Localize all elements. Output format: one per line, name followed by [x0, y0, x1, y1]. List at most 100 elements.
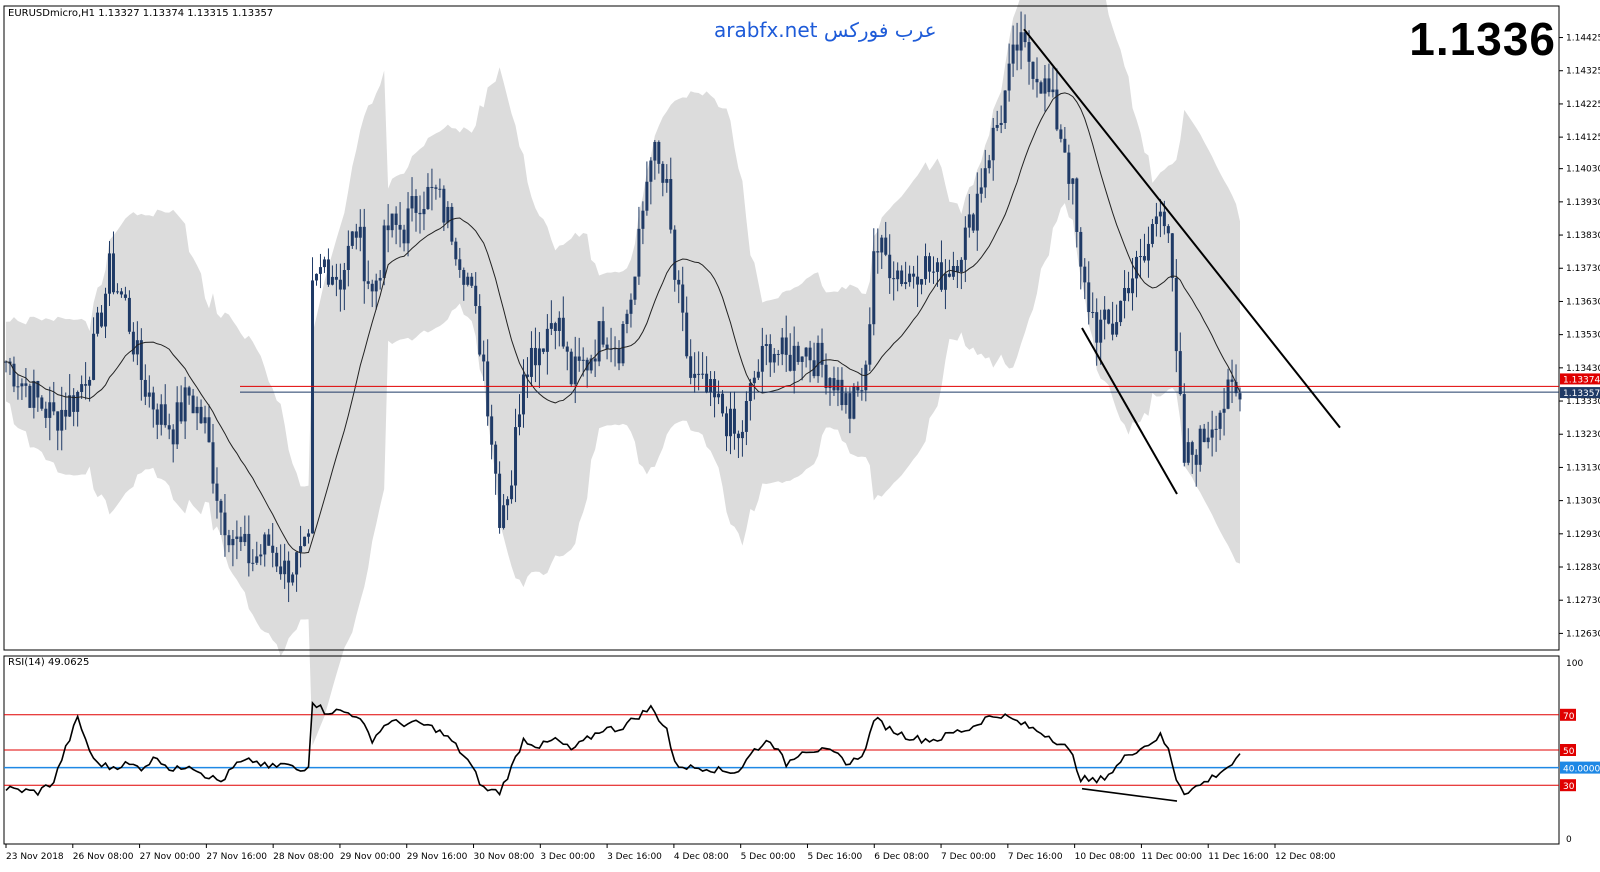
- candle-body: [1039, 82, 1043, 94]
- candle-body: [1194, 454, 1198, 465]
- candle-body: [56, 411, 60, 431]
- candle-body: [939, 262, 943, 290]
- time-tick-label: 6 Dec 08:00: [874, 852, 929, 862]
- candle-body: [1202, 428, 1206, 443]
- candle-body: [529, 347, 533, 377]
- symbol-info: EURUSDmicro,H1 1.13327 1.13374 1.13315 1…: [8, 8, 274, 19]
- candle-body: [446, 206, 450, 223]
- candle-body: [971, 214, 975, 231]
- candle-body: [959, 259, 963, 272]
- candle-body: [398, 224, 402, 230]
- candle-body: [271, 545, 275, 553]
- time-tick-label: 4 Dec 08:00: [674, 852, 729, 862]
- candle-body: [502, 505, 506, 528]
- candle-body: [888, 254, 892, 279]
- candle-body: [681, 284, 685, 313]
- candle-body: [713, 379, 717, 398]
- candle-body: [585, 359, 589, 371]
- candle-body: [28, 385, 32, 408]
- candle-body: [80, 384, 84, 392]
- candle-body: [788, 354, 792, 371]
- candle-body: [756, 371, 760, 378]
- candle-body: [1003, 90, 1007, 123]
- candle-body: [263, 534, 267, 555]
- candle-body: [362, 226, 366, 282]
- candle-body: [378, 277, 382, 281]
- candle-body: [418, 212, 422, 215]
- candle-body: [231, 538, 235, 546]
- candle-body: [410, 196, 414, 209]
- candle-body: [139, 340, 143, 380]
- candle-body: [1111, 323, 1115, 335]
- candle-body: [1031, 61, 1035, 79]
- candle-body: [1019, 32, 1023, 51]
- candle-body: [935, 262, 939, 272]
- candle-body: [255, 556, 259, 563]
- candle-body: [115, 291, 119, 293]
- candle-body: [167, 425, 171, 430]
- candle-body: [721, 393, 725, 414]
- candle-body: [1131, 278, 1135, 294]
- candle-body: [295, 552, 299, 575]
- candle-body: [521, 374, 525, 415]
- candle-body: [243, 533, 247, 543]
- candle-body: [967, 214, 971, 228]
- price-tick-label: 1.13130: [1566, 463, 1600, 473]
- candle-body: [633, 276, 637, 300]
- price-tick-label: 1.12930: [1566, 530, 1600, 540]
- candle-body: [900, 270, 904, 284]
- candle-body: [1182, 394, 1186, 463]
- candle-body: [275, 552, 279, 567]
- candle-body: [279, 566, 283, 575]
- price-tick-label: 1.14325: [1566, 67, 1600, 77]
- candle-body: [764, 344, 768, 346]
- candle-body: [1154, 216, 1158, 225]
- candle-body: [617, 348, 621, 364]
- candle-body: [1063, 138, 1067, 153]
- candle-body: [127, 297, 131, 332]
- candle-body: [804, 347, 808, 357]
- lower-trendline: [1081, 327, 1178, 495]
- candle-body: [283, 560, 287, 575]
- candle-body: [537, 348, 541, 366]
- candle-body: [195, 406, 199, 414]
- candle-body: [848, 393, 852, 419]
- candle-body: [1127, 287, 1131, 294]
- candle-body: [780, 337, 784, 355]
- candle-body: [474, 285, 478, 307]
- candle-body: [880, 237, 884, 253]
- candle-body: [561, 317, 565, 347]
- bid-price-tag-bg: [1560, 387, 1600, 399]
- candle-body: [394, 213, 398, 225]
- candle-body: [947, 273, 951, 277]
- candle-body: [227, 535, 231, 546]
- candle-body: [920, 279, 924, 285]
- candle-body: [1055, 89, 1059, 130]
- rsi-level-tag-bg: [1560, 744, 1576, 756]
- candle-body: [311, 280, 315, 534]
- candle-body: [1135, 256, 1139, 279]
- candle-body: [963, 227, 967, 260]
- candle-body: [792, 345, 796, 371]
- candle-body: [382, 225, 386, 278]
- price-tick-label: 1.13730: [1566, 264, 1600, 274]
- price-tick-label: 1.13630: [1566, 297, 1600, 307]
- candle-body: [514, 427, 518, 486]
- candle-body: [334, 276, 338, 280]
- candle-body: [84, 384, 88, 386]
- candle-body: [557, 317, 561, 331]
- candle-body: [549, 323, 553, 329]
- candle-body: [187, 387, 191, 396]
- candle-body: [800, 356, 804, 362]
- candle-body: [1035, 78, 1039, 83]
- candle-body: [864, 364, 868, 391]
- price-tick-label: 1.13230: [1566, 430, 1600, 440]
- candle-body: [1043, 78, 1047, 94]
- candle-body: [191, 395, 195, 414]
- candle-body: [553, 323, 557, 331]
- candle-body: [199, 406, 203, 424]
- rsi-level-tag-bg: [1560, 779, 1576, 792]
- candle-body: [924, 256, 928, 280]
- candle-body: [354, 231, 358, 238]
